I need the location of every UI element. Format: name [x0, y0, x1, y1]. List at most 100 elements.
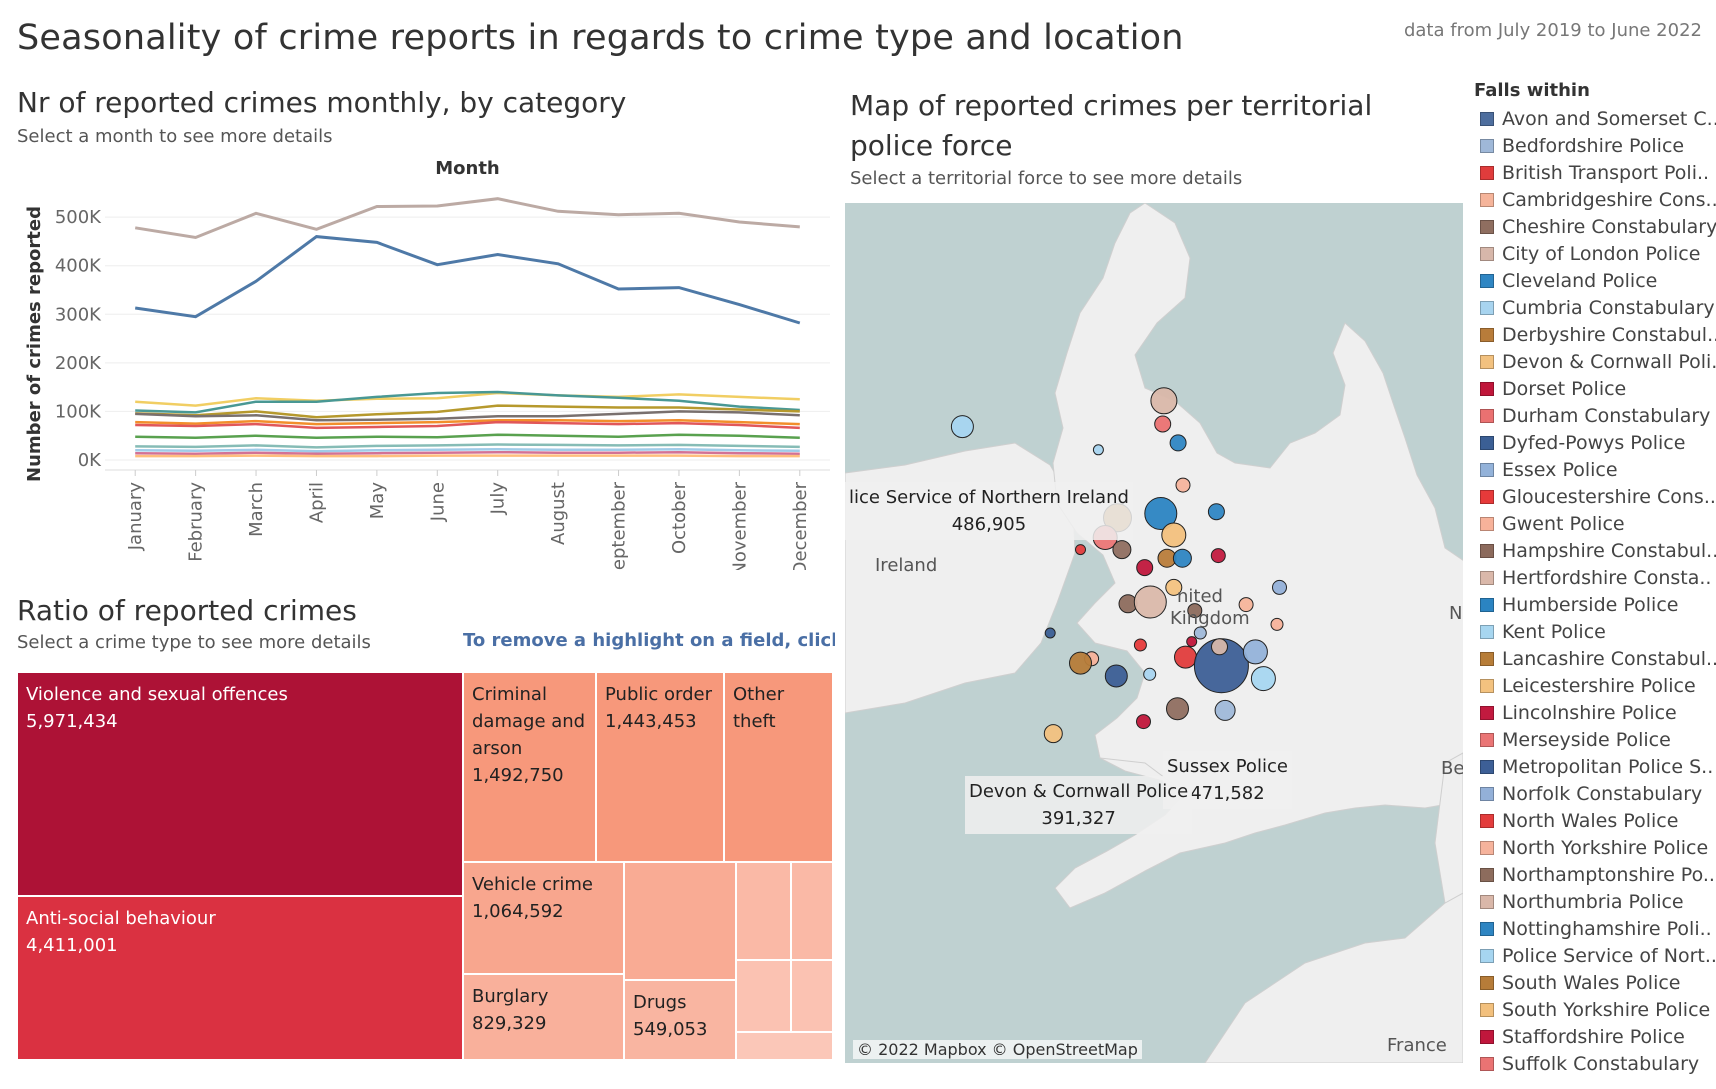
legend-item[interactable]: Bedfordshire Police [1474, 132, 1716, 159]
treemap-cell-public-order[interactable]: Public order 1,443,453 [596, 672, 724, 862]
map-marker-4[interactable] [1169, 434, 1187, 452]
x-tick-label-october[interactable]: October [669, 481, 690, 554]
map-marker-2[interactable] [1150, 387, 1178, 415]
legend-item[interactable]: Police Service of Nort.. [1474, 942, 1716, 969]
map-marker-34[interactable] [1069, 651, 1092, 675]
series-line-1[interactable] [134, 235, 801, 325]
map-marker-8[interactable] [1161, 522, 1187, 548]
map-marker-23[interactable] [1270, 617, 1284, 631]
crime-type-treemap[interactable]: Violence and sexual offences 5,971,434 Ant… [17, 672, 833, 1060]
map-marker-12[interactable] [1075, 544, 1086, 556]
legend-item[interactable]: Humberside Police [1474, 591, 1716, 618]
map-marker-11[interactable] [1112, 540, 1132, 560]
map-marker-17[interactable] [1165, 578, 1183, 596]
legend-item[interactable]: City of London Police [1474, 240, 1716, 267]
legend-item[interactable]: Gwent Police [1474, 510, 1716, 537]
legend-item[interactable]: Lincolnshire Police [1474, 699, 1716, 726]
legend-item[interactable]: Leicestershire Police [1474, 672, 1716, 699]
series-line-4[interactable] [135, 404, 800, 419]
map-marker-39[interactable] [1136, 714, 1151, 730]
x-tick-label-april[interactable]: April [306, 482, 327, 523]
series-line-9[interactable] [135, 443, 800, 449]
map-attribution[interactable]: © 2022 Mapbox © OpenStreetMap [853, 1040, 1142, 1059]
map-marker-32[interactable] [1250, 666, 1276, 692]
legend-item[interactable]: Derbyshire Constabul.. [1474, 321, 1716, 348]
legend-item[interactable]: Northumbria Police [1474, 888, 1716, 915]
treemap-cell-other-theft[interactable]: Other theft [724, 672, 833, 862]
series-line-5[interactable] [135, 410, 800, 422]
map-marker-31[interactable] [1242, 639, 1268, 665]
treemap-cell-small-12[interactable] [791, 960, 833, 1032]
x-tick-label-august[interactable]: August [548, 482, 569, 545]
monthly-line-chart[interactable]: Month 0K 100K 200K 300K 400K 500K Number of cri… [0, 150, 845, 570]
legend-item[interactable]: Cheshire Constabulary [1474, 213, 1716, 240]
x-tick-label-february[interactable]: February [186, 482, 207, 562]
map-canvas[interactable] [845, 203, 1463, 1063]
series-line-0[interactable] [134, 197, 800, 240]
x-tick-label-june[interactable]: June [427, 482, 448, 522]
x-tick-label-july[interactable]: July [488, 482, 509, 516]
map-marker-36[interactable] [1143, 667, 1157, 681]
legend-item[interactable]: Merseyside Police [1474, 726, 1716, 753]
legend-item[interactable]: Staffordshire Police [1474, 1023, 1716, 1050]
legend-item[interactable]: South Wales Police [1474, 969, 1716, 996]
map-marker-1[interactable] [1092, 444, 1104, 456]
treemap-cell-small-13[interactable] [736, 1032, 833, 1060]
series-line-11[interactable] [135, 450, 800, 455]
legend-item[interactable]: Cambridgeshire Cons.. [1474, 186, 1716, 213]
legend-item[interactable]: Durham Constabulary [1474, 402, 1716, 429]
legend-item[interactable]: Devon & Cornwall Poli.. [1474, 348, 1716, 375]
x-tick-label-march[interactable]: March [246, 482, 267, 537]
legend-item[interactable]: North Wales Police [1474, 807, 1716, 834]
map-marker-0[interactable] [950, 415, 974, 439]
map-marker-9[interactable] [1207, 503, 1225, 521]
map-marker-21[interactable] [1238, 597, 1254, 613]
legend-item[interactable]: Norfolk Constabulary [1474, 780, 1716, 807]
x-tick-label-november[interactable]: November [729, 481, 750, 570]
legend-item[interactable]: Essex Police [1474, 456, 1716, 483]
police-force-map[interactable]: Ireland nited Kingdom France N Be lice S… [845, 203, 1463, 1063]
map-marker-25[interactable] [1186, 636, 1198, 648]
treemap-cell-criminal-damage-and-arson[interactable]: Criminal damage and arson 1,492,750 [463, 672, 596, 862]
legend-item[interactable]: British Transport Poli.. [1474, 159, 1716, 186]
map-marker-35[interactable] [1104, 664, 1128, 688]
series-line-12[interactable] [135, 454, 800, 458]
legend-item[interactable]: Northamptonshire Po.. [1474, 861, 1716, 888]
legend-item[interactable]: Nottinghamshire Poli.. [1474, 915, 1716, 942]
map-marker-40[interactable] [1043, 724, 1063, 744]
map-marker-30[interactable] [1211, 638, 1228, 656]
treemap-cell-anti-social-behaviour[interactable]: Anti-social behaviour 4,411,001 [17, 896, 463, 1060]
legend-item[interactable]: Hampshire Constabul.. [1474, 537, 1716, 564]
legend-item[interactable]: Cumbria Constabulary [1474, 294, 1716, 321]
x-tick-label-september[interactable]: September [609, 481, 630, 570]
x-tick-label-january[interactable]: January [125, 482, 146, 552]
legend-item[interactable]: Gloucestershire Cons.. [1474, 483, 1716, 510]
map-marker-16[interactable] [1136, 559, 1154, 577]
map-marker-15[interactable] [1210, 548, 1226, 564]
legend-item[interactable]: Kent Police [1474, 618, 1716, 645]
series-line-6[interactable] [135, 418, 800, 426]
treemap-cell-vehicle-crime[interactable]: Vehicle crime 1,064,592 [463, 862, 624, 974]
series-line-2[interactable] [135, 391, 800, 407]
map-marker-27[interactable] [1133, 638, 1147, 652]
map-marker-3[interactable] [1154, 415, 1172, 433]
series-line-7[interactable] [135, 420, 800, 430]
treemap-cell-burglary[interactable]: Burglary 829,329 [463, 974, 624, 1060]
legend-item[interactable]: Hertfordshire Consta.. [1474, 564, 1716, 591]
series-line-8[interactable] [135, 433, 800, 439]
treemap-cell-small-6[interactable] [624, 862, 736, 980]
legend-item[interactable]: Cleveland Police [1474, 267, 1716, 294]
map-marker-20[interactable] [1187, 603, 1203, 619]
treemap-cell-small-11[interactable] [736, 960, 791, 1032]
series-line-3[interactable] [135, 390, 800, 414]
map-marker-14[interactable] [1172, 548, 1192, 568]
legend-item[interactable]: Lancashire Constabul.. [1474, 645, 1716, 672]
x-tick-label-may[interactable]: May [367, 482, 388, 520]
legend-item[interactable]: Avon and Somerset C.. [1474, 105, 1716, 132]
legend-item[interactable]: Metropolitan Police S.. [1474, 753, 1716, 780]
map-marker-24[interactable] [1193, 626, 1207, 640]
legend-item[interactable]: Dyfed-Powys Police [1474, 429, 1716, 456]
legend-item[interactable]: North Yorkshire Police [1474, 834, 1716, 861]
series-line-10[interactable] [135, 448, 800, 453]
map-marker-19[interactable] [1133, 585, 1167, 619]
